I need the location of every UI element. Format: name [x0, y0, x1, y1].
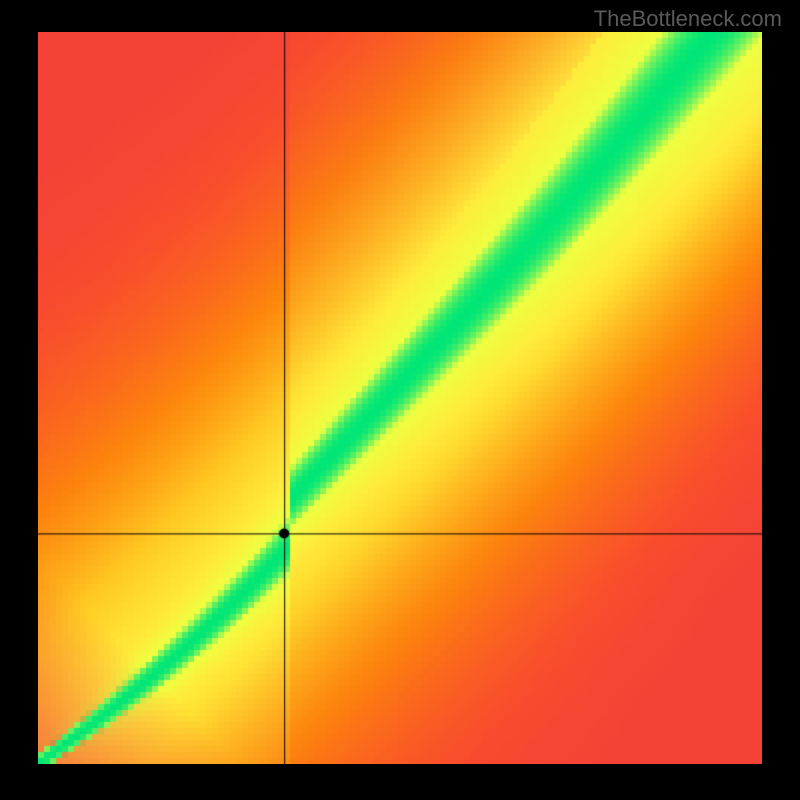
chart-container: TheBottleneck.com: [0, 0, 800, 800]
plot-area: [38, 32, 762, 764]
watermark-text: TheBottleneck.com: [594, 6, 782, 32]
heatmap-canvas: [38, 32, 762, 764]
